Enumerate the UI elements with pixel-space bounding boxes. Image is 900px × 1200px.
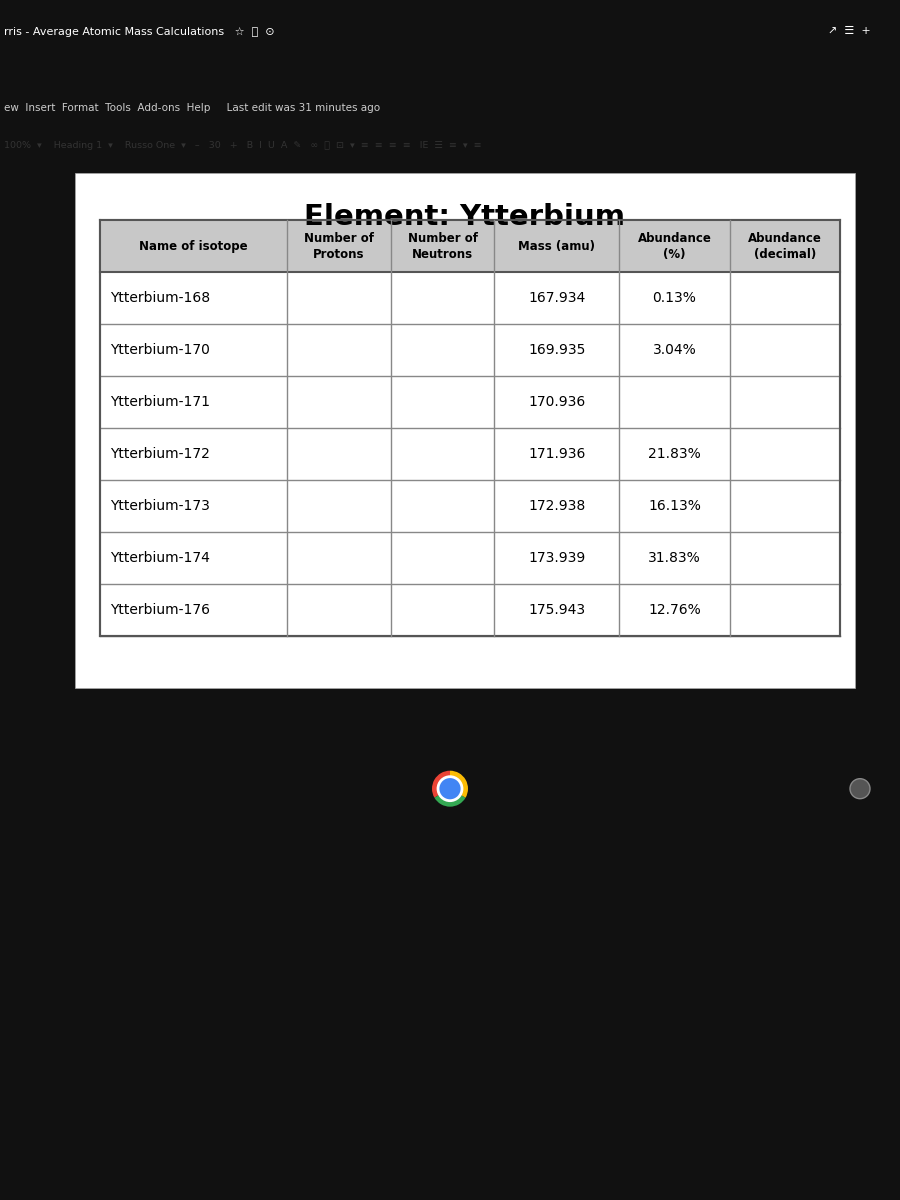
Text: Abundance
(decimal): Abundance (decimal): [748, 232, 822, 260]
Wedge shape: [435, 788, 465, 806]
Bar: [100, 221, 840, 272]
Text: Element: Ytterbium: Element: Ytterbium: [304, 203, 626, 232]
Wedge shape: [450, 770, 468, 798]
Text: 175.943: 175.943: [528, 604, 585, 618]
Text: Ytterbium-172: Ytterbium-172: [110, 448, 210, 462]
Bar: [75, 174, 855, 689]
Text: 173.939: 173.939: [528, 552, 586, 565]
Text: 172.938: 172.938: [528, 499, 586, 514]
Text: 3.04%: 3.04%: [652, 343, 697, 358]
Text: 167.934: 167.934: [528, 292, 586, 306]
Wedge shape: [432, 770, 450, 798]
Text: Ytterbium-170: Ytterbium-170: [110, 343, 210, 358]
Text: 169.935: 169.935: [528, 343, 586, 358]
Text: Ytterbium-168: Ytterbium-168: [110, 292, 210, 306]
Text: Mass (amu): Mass (amu): [518, 240, 596, 253]
Text: Abundance
(%): Abundance (%): [637, 232, 711, 260]
Text: 171.936: 171.936: [528, 448, 586, 462]
Text: Ytterbium-174: Ytterbium-174: [110, 552, 210, 565]
Text: ew  Insert  Format  Tools  Add-ons  Help     Last edit was 31 minutes ago: ew Insert Format Tools Add-ons Help Last…: [4, 103, 381, 113]
Text: Ytterbium-171: Ytterbium-171: [110, 396, 210, 409]
Text: 12.76%: 12.76%: [648, 604, 701, 618]
Text: Number of
Protons: Number of Protons: [304, 232, 374, 260]
Text: 100%  ▾    Heading 1  ▾    Russo One  ▾   –   30   +   B  I  U  A  ✎   ∞  ⧉  ⊡  : 100% ▾ Heading 1 ▾ Russo One ▾ – 30 + B …: [4, 140, 482, 150]
Text: 21.83%: 21.83%: [648, 448, 701, 462]
Text: ↗  ☰  +: ↗ ☰ +: [828, 26, 871, 36]
Text: Number of
Neutrons: Number of Neutrons: [408, 232, 478, 260]
Text: rris - Average Atomic Mass Calculations   ☆  ⧉  ⊙: rris - Average Atomic Mass Calculations …: [4, 26, 275, 36]
Bar: [100, 221, 840, 636]
Text: Name of isotope: Name of isotope: [140, 240, 248, 253]
Text: 0.13%: 0.13%: [652, 292, 697, 306]
Circle shape: [438, 776, 462, 800]
Text: 16.13%: 16.13%: [648, 499, 701, 514]
Text: Ytterbium-176: Ytterbium-176: [110, 604, 210, 618]
Text: 31.83%: 31.83%: [648, 552, 701, 565]
Text: 170.936: 170.936: [528, 396, 586, 409]
Circle shape: [850, 779, 870, 799]
Text: Ytterbium-173: Ytterbium-173: [110, 499, 210, 514]
